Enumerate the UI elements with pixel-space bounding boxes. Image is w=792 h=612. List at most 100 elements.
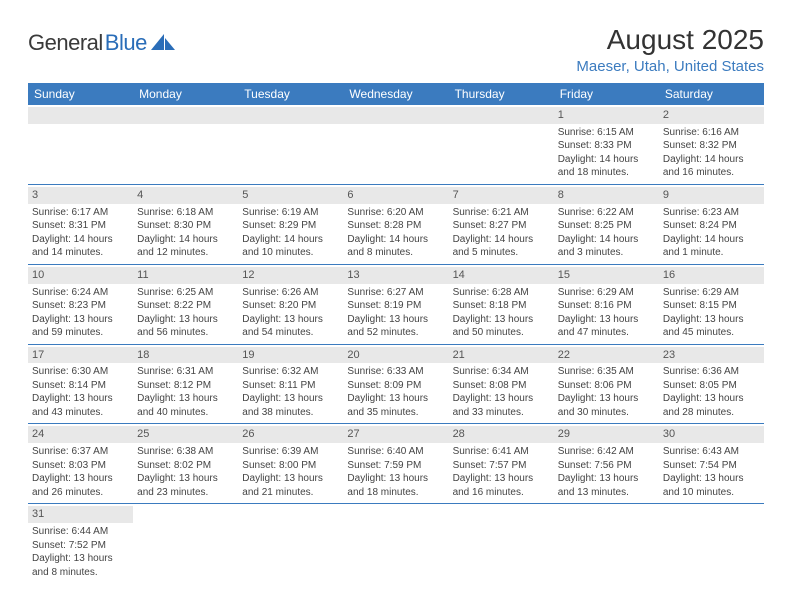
day-detail: Sunset: 8:33 PM: [558, 139, 655, 153]
day-detail: Daylight: 13 hours: [137, 392, 234, 406]
day-detail: Sunrise: 6:22 AM: [558, 206, 655, 220]
day-detail: Sunrise: 6:28 AM: [453, 286, 550, 300]
calendar-cell: 4Sunrise: 6:18 AMSunset: 8:30 PMDaylight…: [133, 184, 238, 264]
calendar-cell: 10Sunrise: 6:24 AMSunset: 8:23 PMDayligh…: [28, 264, 133, 344]
day-detail: Sunrise: 6:29 AM: [558, 286, 655, 300]
calendar-cell: 16Sunrise: 6:29 AMSunset: 8:15 PMDayligh…: [659, 264, 764, 344]
calendar-cell: [343, 504, 448, 583]
day-detail: and 8 minutes.: [32, 566, 129, 580]
day-number: 11: [133, 267, 238, 284]
sail-icon: [151, 34, 177, 52]
day-number: 9: [659, 187, 764, 204]
day-detail: and 28 minutes.: [663, 406, 760, 420]
calendar-cell: 30Sunrise: 6:43 AMSunset: 7:54 PMDayligh…: [659, 424, 764, 504]
day-detail: and 59 minutes.: [32, 326, 129, 340]
day-detail: Daylight: 13 hours: [558, 392, 655, 406]
day-detail: Sunrise: 6:32 AM: [242, 365, 339, 379]
day-detail: and 43 minutes.: [32, 406, 129, 420]
day-detail: Sunrise: 6:26 AM: [242, 286, 339, 300]
day-detail: Daylight: 14 hours: [558, 153, 655, 167]
day-detail: Sunset: 8:11 PM: [242, 379, 339, 393]
weekday-header: Tuesday: [238, 83, 343, 105]
day-detail: Sunset: 7:54 PM: [663, 459, 760, 473]
empty-day-header: [238, 107, 343, 124]
calendar-cell: [449, 105, 554, 184]
day-detail: and 21 minutes.: [242, 486, 339, 500]
calendar-cell: 27Sunrise: 6:40 AMSunset: 7:59 PMDayligh…: [343, 424, 448, 504]
calendar-cell: 2 Sunrise: 6:16 AMSunset: 8:32 PMDaylight…: [659, 105, 764, 184]
day-detail: Daylight: 13 hours: [137, 472, 234, 486]
day-number: 15: [554, 267, 659, 284]
day-detail: Sunrise: 6:31 AM: [137, 365, 234, 379]
location: Maeser, Utah, United States: [576, 58, 764, 75]
calendar-page: General Blue August 2025 Maeser, Utah, U…: [0, 0, 792, 607]
calendar-cell: 13Sunrise: 6:27 AMSunset: 8:19 PMDayligh…: [343, 264, 448, 344]
day-number: 24: [28, 426, 133, 443]
day-detail: Sunrise: 6:20 AM: [347, 206, 444, 220]
calendar-cell: 23Sunrise: 6:36 AMSunset: 8:05 PMDayligh…: [659, 344, 764, 424]
day-detail: Sunset: 8:23 PM: [32, 299, 129, 313]
day-detail: Sunset: 8:14 PM: [32, 379, 129, 393]
day-detail: Sunset: 7:52 PM: [32, 539, 129, 553]
day-detail: Sunrise: 6:43 AM: [663, 445, 760, 459]
day-detail: and 33 minutes.: [453, 406, 550, 420]
day-detail: Sunset: 8:00 PM: [242, 459, 339, 473]
calendar-cell: 15Sunrise: 6:29 AMSunset: 8:16 PMDayligh…: [554, 264, 659, 344]
day-detail: and 38 minutes.: [242, 406, 339, 420]
empty-day-header: [133, 107, 238, 124]
day-detail: Sunrise: 6:21 AM: [453, 206, 550, 220]
calendar-cell: 28Sunrise: 6:41 AMSunset: 7:57 PMDayligh…: [449, 424, 554, 504]
calendar-week: 3Sunrise: 6:17 AMSunset: 8:31 PMDaylight…: [28, 184, 764, 264]
day-detail: Sunrise: 6:16 AM: [663, 126, 760, 140]
day-detail: Sunrise: 6:40 AM: [347, 445, 444, 459]
day-detail: Daylight: 14 hours: [663, 153, 760, 167]
day-number: 29: [554, 426, 659, 443]
logo-text-dark: General: [28, 30, 103, 56]
day-number: 25: [133, 426, 238, 443]
day-number: 28: [449, 426, 554, 443]
calendar-cell: 24 Sunrise: 6:37 AMSunset: 8:03 PMDayligh…: [28, 424, 133, 504]
day-number: 21: [449, 347, 554, 364]
day-detail: and 18 minutes.: [558, 166, 655, 180]
day-detail: Sunset: 8:02 PM: [137, 459, 234, 473]
weekday-row: SundayMondayTuesdayWednesdayThursdayFrid…: [28, 83, 764, 105]
weekday-header: Saturday: [659, 83, 764, 105]
day-detail: Sunrise: 6:42 AM: [558, 445, 655, 459]
day-detail: Daylight: 13 hours: [347, 392, 444, 406]
day-detail: Sunset: 8:03 PM: [32, 459, 129, 473]
day-detail: Daylight: 14 hours: [347, 233, 444, 247]
empty-day-header: [28, 107, 133, 124]
calendar-cell: 7Sunrise: 6:21 AMSunset: 8:27 PMDaylight…: [449, 184, 554, 264]
calendar-cell: 12Sunrise: 6:26 AMSunset: 8:20 PMDayligh…: [238, 264, 343, 344]
day-detail: Daylight: 13 hours: [347, 313, 444, 327]
calendar-cell: 18Sunrise: 6:31 AMSunset: 8:12 PMDayligh…: [133, 344, 238, 424]
day-number: 19: [238, 347, 343, 364]
day-detail: Sunrise: 6:19 AM: [242, 206, 339, 220]
calendar-cell: 1Sunrise: 6:15 AMSunset: 8:33 PMDaylight…: [554, 105, 659, 184]
day-number: 27: [343, 426, 448, 443]
day-detail: Sunset: 8:28 PM: [347, 219, 444, 233]
day-detail: Sunrise: 6:35 AM: [558, 365, 655, 379]
day-detail: Sunrise: 6:44 AM: [32, 525, 129, 539]
day-detail: Sunset: 8:32 PM: [663, 139, 760, 153]
day-detail: Daylight: 13 hours: [347, 472, 444, 486]
day-detail: Daylight: 13 hours: [32, 472, 129, 486]
day-detail: and 1 minute.: [663, 246, 760, 260]
day-detail: and 35 minutes.: [347, 406, 444, 420]
day-detail: and 14 minutes.: [32, 246, 129, 260]
day-number: 18: [133, 347, 238, 364]
weekday-header: Thursday: [449, 83, 554, 105]
day-detail: and 52 minutes.: [347, 326, 444, 340]
day-detail: and 56 minutes.: [137, 326, 234, 340]
calendar-cell: [28, 105, 133, 184]
weekday-header: Monday: [133, 83, 238, 105]
calendar-cell: 19Sunrise: 6:32 AMSunset: 8:11 PMDayligh…: [238, 344, 343, 424]
day-detail: and 12 minutes.: [137, 246, 234, 260]
day-detail: Sunrise: 6:37 AM: [32, 445, 129, 459]
day-number: 2: [659, 107, 764, 124]
day-detail: and 13 minutes.: [558, 486, 655, 500]
calendar-cell: 26Sunrise: 6:39 AMSunset: 8:00 PMDayligh…: [238, 424, 343, 504]
day-detail: Sunrise: 6:25 AM: [137, 286, 234, 300]
calendar-cell: 21Sunrise: 6:34 AMSunset: 8:08 PMDayligh…: [449, 344, 554, 424]
calendar-body: 1Sunrise: 6:15 AMSunset: 8:33 PMDaylight…: [28, 105, 764, 583]
